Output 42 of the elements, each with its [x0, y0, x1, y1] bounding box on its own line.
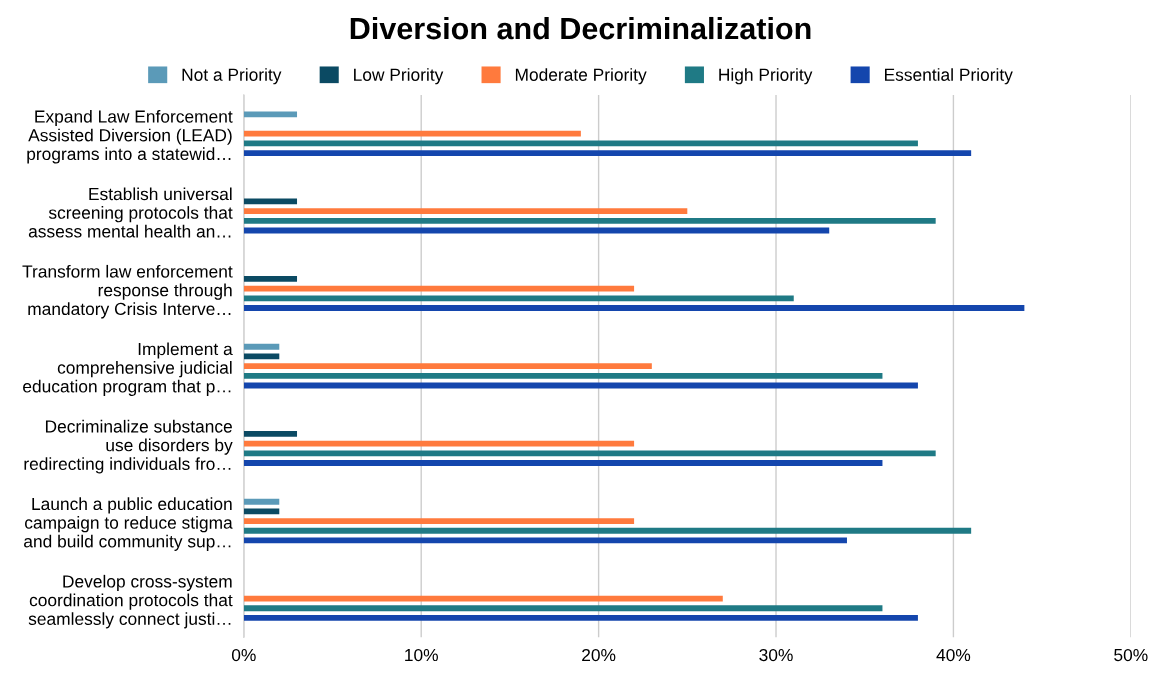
y-tick-label: Launch a public education campaign to reduce stigma and build community sup…	[24, 497, 233, 551]
bar	[243, 508, 280, 515]
bar	[243, 498, 280, 505]
bar	[243, 440, 635, 447]
bar	[243, 140, 918, 147]
bar	[243, 208, 688, 215]
bar	[243, 460, 883, 466]
bar	[243, 343, 280, 350]
bar	[243, 372, 883, 379]
y-tick-label: Expand Law Enforcement Assisted Diversion (LEAD) programs into a statewid…	[27, 109, 233, 164]
legend-label: High Priority	[719, 68, 813, 85]
legend-label: Low Priority	[354, 68, 444, 85]
x-tick-label: 20%	[582, 648, 616, 662]
x-tick-label: 10%	[405, 648, 438, 662]
y-tick-label: Transform law enforcement response through mandatory Crisis Interve…	[22, 264, 233, 319]
bar	[243, 605, 883, 612]
legend-label: Moderate Priority	[515, 68, 647, 85]
bar	[243, 305, 1025, 311]
y-tick-label: Develop cross-system coordination protocols that seamlessly connect justi…	[28, 574, 233, 629]
bar	[243, 111, 298, 118]
bar	[243, 150, 972, 156]
x-tick-label: 30%	[759, 648, 793, 662]
chart-title: Diversion and Decriminalization	[350, 16, 811, 40]
y-tick-label: Decriminalize substance use disorders by redirecting individuals fro…	[24, 419, 233, 474]
bar	[243, 285, 635, 292]
bar	[243, 363, 652, 370]
bar	[243, 615, 918, 621]
bar	[243, 130, 581, 137]
bar	[243, 518, 635, 524]
bar	[243, 527, 972, 534]
x-tick-label: 40%	[936, 648, 971, 662]
legend-label: Essential Priority	[885, 68, 1013, 85]
x-tick-label: 50%	[1114, 648, 1148, 662]
y-tick-label: Establish universal screening protocols that assess mental health an…	[28, 187, 233, 238]
legend-label: Not a Priority	[182, 68, 282, 85]
bar	[243, 217, 936, 224]
x-tick-label: 0%	[231, 648, 256, 662]
bar	[243, 295, 794, 302]
bar	[243, 431, 298, 437]
bar	[243, 450, 936, 457]
bar	[243, 276, 298, 282]
y-tick-label: Implement a comprehensive judicial education program that p…	[23, 342, 233, 396]
